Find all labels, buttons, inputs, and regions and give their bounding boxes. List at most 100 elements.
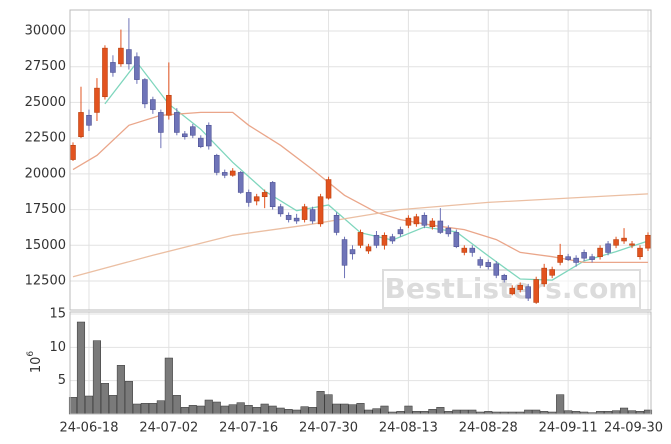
candle-body [509, 287, 516, 295]
volume-bar [124, 381, 133, 415]
volume-bar [356, 403, 365, 415]
volume-bar [188, 405, 197, 415]
volume-bar [204, 399, 213, 415]
volume-bar [276, 407, 285, 415]
candle-body [86, 114, 92, 126]
volume-bar [308, 407, 317, 415]
volume-bar [244, 405, 253, 415]
candle-body [78, 112, 84, 138]
volume-bar [332, 403, 341, 415]
x-tick-label: 24-09-11 [539, 421, 598, 436]
y-tick-label: 12500 [25, 274, 66, 289]
volume-bar [108, 395, 117, 415]
y-tick-label: 10 [49, 340, 66, 355]
candle-body [493, 263, 500, 276]
volume-bar [236, 402, 245, 415]
x-tick-label: 24-08-13 [379, 421, 438, 436]
candle-body [637, 247, 643, 258]
candle-body [581, 252, 587, 259]
y-tick-label: 17500 [25, 202, 66, 217]
volume-axis-label: 106 [26, 351, 44, 374]
candle-body [301, 206, 308, 220]
candle-body [285, 214, 292, 220]
candle-body [469, 247, 476, 253]
candle-body [389, 236, 396, 242]
volume-bar [132, 403, 141, 415]
candle-body [221, 172, 228, 176]
candle-body [645, 234, 651, 249]
candle-body [573, 257, 579, 263]
volume-bar [364, 409, 373, 415]
candle-body [597, 247, 603, 258]
y-tick-label: 5 [58, 373, 66, 388]
volume-bar [300, 406, 309, 415]
candle-body [461, 247, 468, 253]
volume-bar [148, 403, 157, 415]
volume-bar [452, 409, 461, 415]
candle-body [102, 47, 108, 98]
candle-body [397, 229, 404, 235]
volume-bar [556, 394, 565, 415]
y-tick-label: 20000 [25, 166, 66, 181]
y-tick-label: 22500 [25, 131, 66, 146]
candle-body [190, 126, 196, 136]
volume-bar [220, 405, 229, 415]
volume-bar [268, 405, 277, 415]
candle-body [557, 254, 563, 263]
candle-body [477, 259, 484, 266]
candle-body [365, 246, 372, 252]
volume-bar [100, 383, 109, 415]
volume-bar [172, 395, 181, 415]
volume-bar [92, 340, 102, 415]
candle-body [198, 137, 204, 148]
candle-body [237, 172, 244, 193]
candle-body [445, 227, 452, 235]
volume-axis-base: 10 [29, 357, 44, 374]
candle-body [525, 286, 531, 299]
x-tick-label: 24-07-02 [139, 421, 198, 436]
candle-body [341, 239, 348, 266]
volume-bar [284, 409, 293, 415]
volume-bar [404, 405, 413, 415]
volume-frame [69, 311, 652, 415]
volume-bar [468, 409, 477, 415]
candle-body [605, 243, 611, 253]
candle-body [150, 99, 156, 110]
candle-body [174, 112, 180, 133]
candle-body [309, 209, 316, 222]
candle-body [501, 274, 508, 280]
volume-bar [252, 407, 261, 415]
volume-bar [372, 408, 381, 415]
candle-body [126, 49, 132, 65]
volume-bar [428, 409, 437, 415]
candle-body [317, 196, 324, 225]
volume-bar [76, 321, 86, 415]
candle-body [421, 214, 428, 226]
candle-body [485, 262, 492, 268]
candle-body [437, 220, 444, 233]
candle-body [245, 192, 252, 203]
candle-body [533, 279, 539, 303]
candle-body [142, 79, 148, 105]
volume-bar [532, 409, 541, 415]
candle-body [205, 124, 212, 147]
candle-body [333, 214, 340, 233]
candle-body [589, 256, 595, 260]
candle-body [118, 47, 124, 65]
candle-body [381, 234, 388, 246]
y-tick-label: 30000 [25, 24, 66, 39]
volume-bar [260, 403, 269, 415]
y-tick-label: 25000 [25, 95, 66, 110]
candle-body [293, 217, 300, 222]
volume-bar [116, 365, 125, 415]
x-tick-label: 24-08-28 [459, 421, 518, 436]
candle-body [94, 87, 100, 113]
candle-body [357, 232, 364, 246]
volume-bar [524, 409, 533, 415]
candle-body [213, 154, 220, 173]
volume-bar [212, 401, 221, 415]
candle-body [453, 232, 460, 248]
volume-bar [340, 403, 349, 415]
candle-body [182, 133, 188, 138]
